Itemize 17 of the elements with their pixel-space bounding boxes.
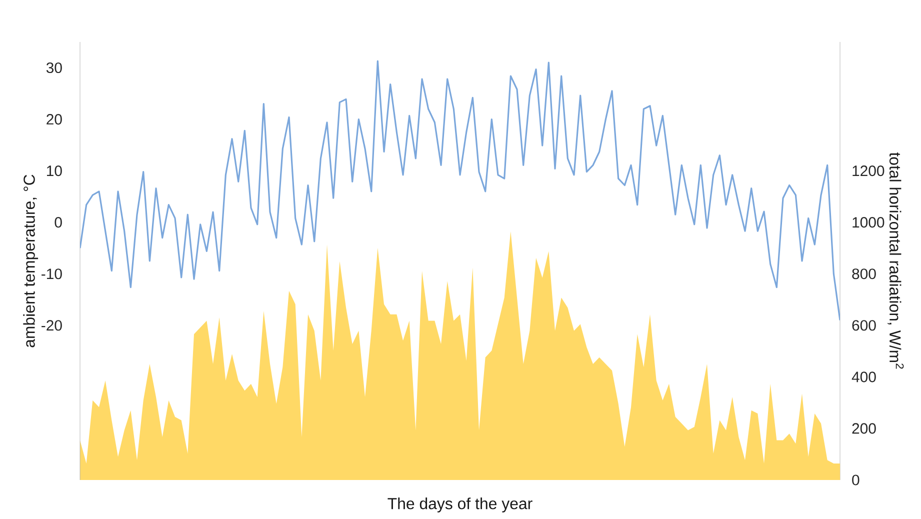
y2-axis-title: total horizontal radiation, W/m$^{2}$ bbox=[888, 152, 904, 369]
y-tick-label: 20 bbox=[46, 114, 62, 125]
y-tick-label: 30 bbox=[46, 62, 62, 74]
y2-tick-label: 0 bbox=[852, 474, 860, 486]
y-tick-label: 10 bbox=[47, 166, 62, 176]
y2-tick-label: 800 bbox=[852, 268, 876, 280]
y2-tick-label: 200 bbox=[852, 423, 876, 434]
y2-tick-label: 1200 bbox=[852, 166, 884, 176]
y-tick-label: -20 bbox=[42, 320, 62, 331]
x-axis-title: The days of the year bbox=[388, 498, 532, 512]
y2-tick-label: 1000 bbox=[852, 217, 884, 228]
line-series bbox=[80, 60, 840, 322]
y2-tick-label: 400 bbox=[852, 372, 876, 382]
y2-tick-label: 600 bbox=[852, 320, 876, 331]
y-tick-label: -10 bbox=[42, 268, 62, 280]
y-axis-title: ambient temperature, °C bbox=[23, 174, 38, 348]
y-tick-label: 0 bbox=[54, 217, 62, 228]
